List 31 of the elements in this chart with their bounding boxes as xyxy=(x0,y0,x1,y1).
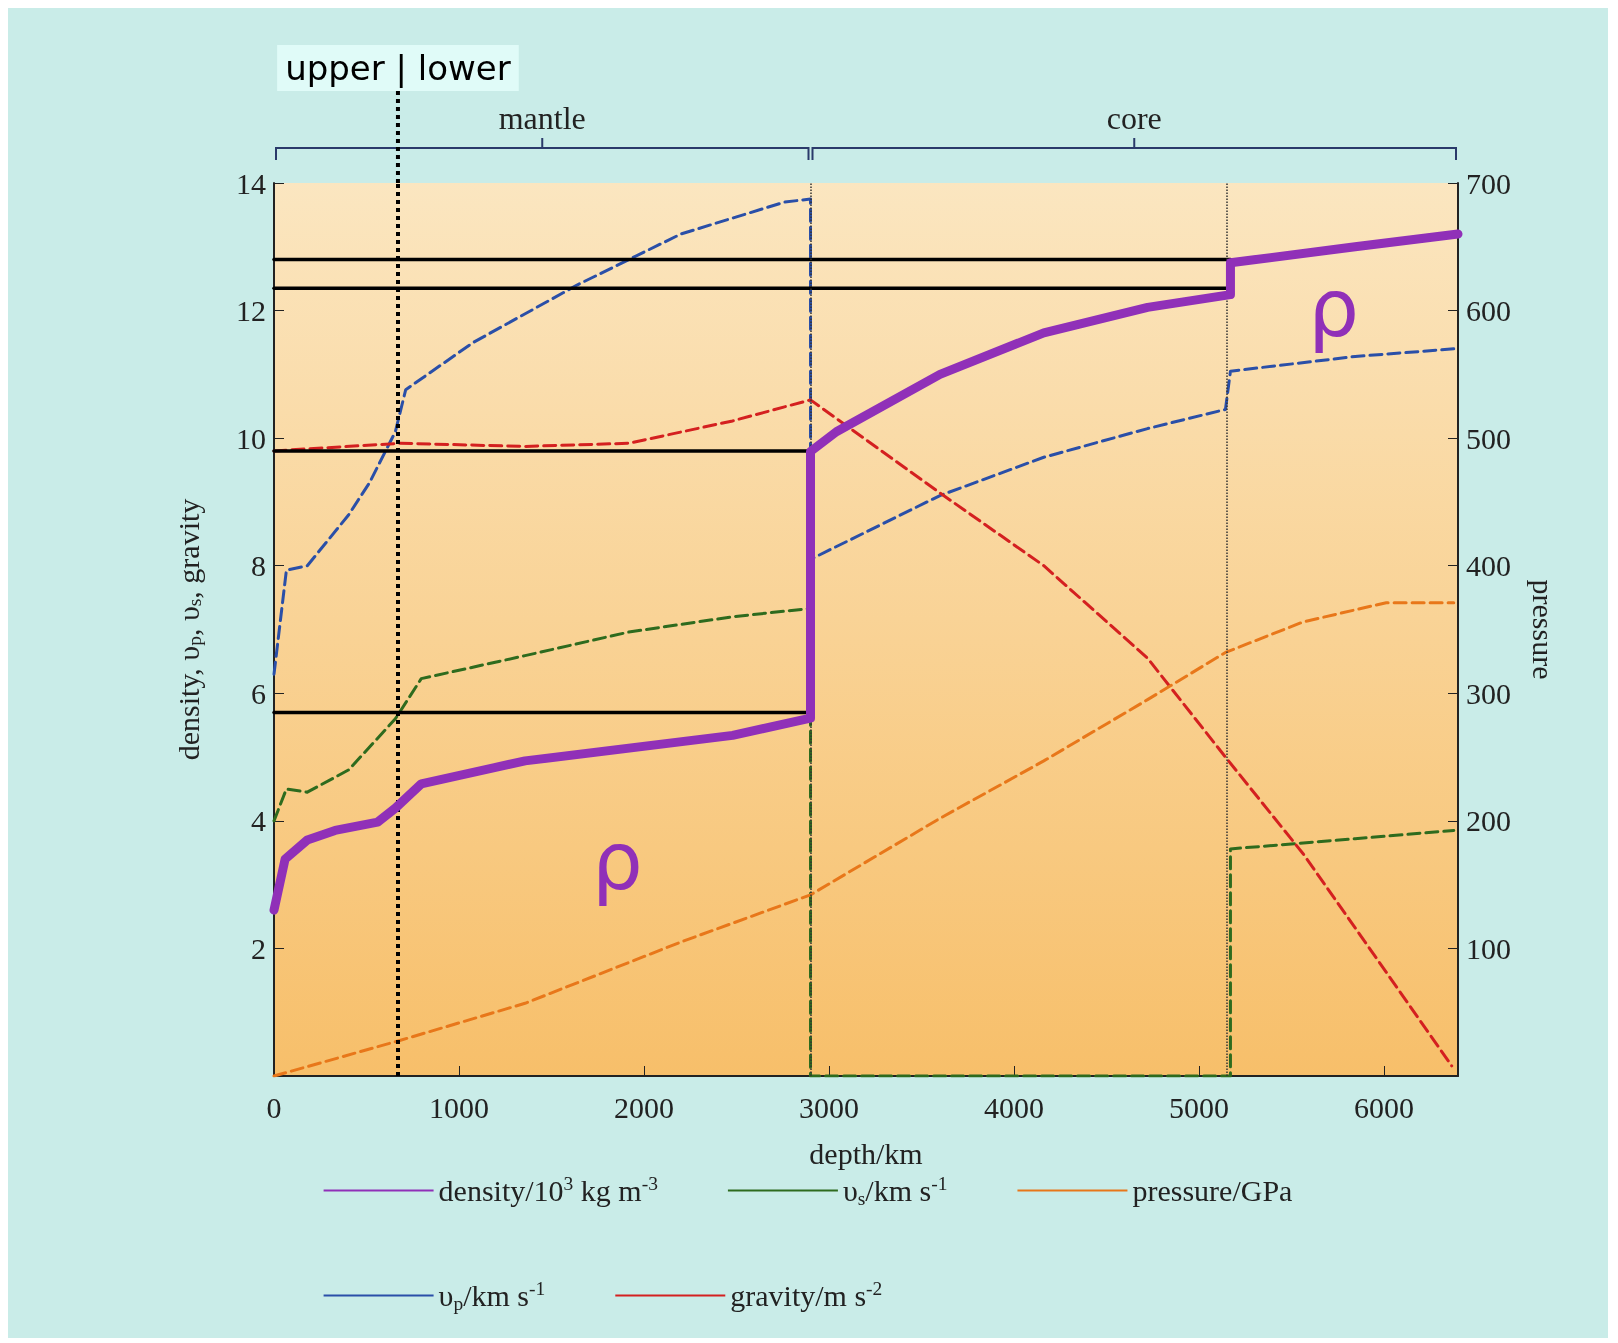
y2-tick-label: 200 xyxy=(1466,804,1511,838)
y2-tick-label: 100 xyxy=(1466,931,1511,965)
x-tick-label: 0 xyxy=(266,1090,282,1124)
legend-label: pressure/GPa xyxy=(1132,1174,1293,1207)
x-axis-title: depth/km xyxy=(809,1136,923,1170)
annotation: ρ xyxy=(1308,261,1360,355)
y2-tick-label: 400 xyxy=(1466,549,1511,583)
y-tick-label: 8 xyxy=(251,549,266,583)
y-tick-label: 10 xyxy=(236,421,266,455)
x-tick-label: 1000 xyxy=(429,1090,489,1124)
line-series xyxy=(272,197,1456,676)
y-tick-label: 6 xyxy=(251,676,266,710)
y-tick-label: 4 xyxy=(251,804,266,838)
x-tick-label: 2000 xyxy=(614,1090,674,1124)
y-tick-label: 2 xyxy=(251,931,266,965)
x-tick-label: 6000 xyxy=(1354,1090,1414,1124)
text: mantle xyxy=(498,100,586,136)
y2-tick-label: 600 xyxy=(1466,294,1511,328)
x-tick-label: 5000 xyxy=(1169,1090,1229,1124)
text: core xyxy=(1106,100,1162,136)
ref-line-label: upper | lower xyxy=(285,48,511,88)
y-axis-title: density, υp, υs, gravity xyxy=(171,498,205,761)
y-tick-label: 12 xyxy=(236,294,266,328)
y2-tick-label: 500 xyxy=(1466,421,1511,455)
y2-tick-label: 700 xyxy=(1466,166,1511,200)
y-tick-label: 14 xyxy=(236,166,266,200)
y2-tick-label: 300 xyxy=(1466,676,1511,710)
x-tick-label: 3000 xyxy=(799,1090,859,1124)
y2-axis-title: pressure xyxy=(1526,579,1560,680)
annotation: ρ xyxy=(591,815,643,909)
x-tick-label: 4000 xyxy=(984,1090,1044,1124)
